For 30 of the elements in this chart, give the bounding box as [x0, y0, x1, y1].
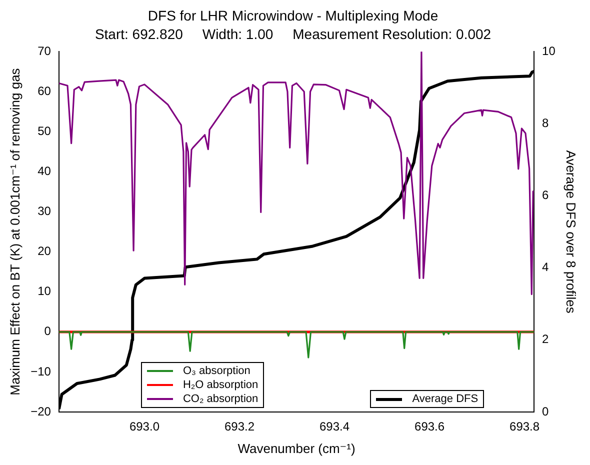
y2-tick-label: 8 — [542, 116, 550, 130]
x-axis-title: Wavenumber (cm⁻¹) — [238, 440, 356, 456]
y-tick-label: 20 — [38, 244, 52, 258]
y-tick-label: 70 — [38, 44, 52, 58]
x-tick-label: 693.6 — [414, 420, 445, 434]
legend-label: Average DFS — [412, 392, 478, 406]
y2-tick-label: 0 — [542, 404, 550, 418]
y-tick-label: 40 — [38, 164, 52, 178]
y-tick-label: 50 — [38, 124, 52, 138]
y-tick-label: 0 — [44, 324, 52, 338]
y2-tick-label: 6 — [542, 188, 550, 202]
chart-subtitle: Start: 692.820 Width: 1.00 Measurement Resolution: 0.002 — [94, 26, 492, 42]
y-tick-label: 30 — [38, 204, 52, 218]
chart-title: DFS for LHR Microwindow - Multiplexing Mode — [148, 7, 438, 24]
y-axis-title: Maximum Effect on BT (K) at 0.001cm⁻¹ of removing gas — [7, 68, 22, 396]
x-tick-label: 693.0 — [129, 420, 160, 434]
y-tick-label: 60 — [38, 84, 52, 98]
x-tick-label: 693.8 — [510, 420, 540, 434]
legend-label: CO₂ absorption — [182, 392, 258, 406]
y-tick-label: 10 — [38, 284, 52, 298]
legend-label: O₃ absorption — [182, 364, 250, 378]
y-tick-label: −10 — [30, 364, 52, 378]
y2-tick-label: 10 — [542, 44, 556, 58]
y2-axis-title: Average DFS over 8 profiles — [564, 150, 579, 314]
legend-label: H₂O absorption — [182, 378, 258, 392]
y2-tick-label: 4 — [542, 260, 550, 274]
x-tick-label: 693.4 — [319, 420, 350, 434]
y-tick-label: −20 — [30, 404, 52, 418]
x-tick-label: 693.2 — [224, 420, 255, 434]
y2-tick-label: 2 — [542, 332, 550, 346]
